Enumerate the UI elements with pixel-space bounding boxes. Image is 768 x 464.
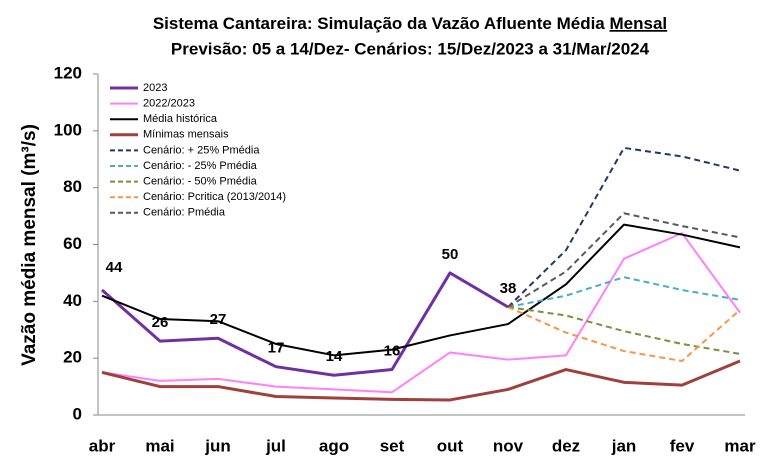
x-tick-label: jul <box>265 436 286 455</box>
series-line <box>101 359 741 402</box>
x-tick-label: set <box>380 436 405 455</box>
legend-label: Cenário: - 50% Pmédia <box>143 176 258 188</box>
legend-label: Mínimas mensais <box>143 129 229 141</box>
x-tick-label: mai <box>145 436 174 455</box>
x-tick-label: fev <box>670 436 695 455</box>
series-line <box>101 223 741 357</box>
title-emphasis: Mensal <box>610 14 668 33</box>
chart-title: Sistema Cantareira: Simulação da Vazão A… <box>153 14 667 33</box>
value-label: 50 <box>442 246 459 263</box>
value-label: 44 <box>106 259 123 276</box>
value-label: 27 <box>210 311 227 328</box>
y-tick-label: 40 <box>63 291 82 310</box>
y-tick-label: 20 <box>63 348 82 367</box>
series-line <box>101 232 741 394</box>
y-tick-label: 100 <box>54 120 82 139</box>
legend-label: Cenário: Pmédia <box>143 207 226 219</box>
x-tick-label: nov <box>493 436 524 455</box>
x-tick-label: abr <box>89 436 116 455</box>
series-line <box>507 306 741 355</box>
value-label: 14 <box>326 348 343 365</box>
title-main: Sistema Cantareira: Simulação da Vazão A… <box>153 14 605 33</box>
y-axis-label: Vazão média mensal (m³/s) <box>19 124 40 366</box>
y-tick-label: 0 <box>73 404 82 423</box>
legend-label: 2022/2023 <box>143 98 195 110</box>
legend-label: Cenário: - 25% Pmédia <box>143 160 258 172</box>
series-line <box>507 212 741 308</box>
x-tick-label: ago <box>319 436 349 455</box>
series-line <box>507 146 741 308</box>
chart-subtitle: Previsão: 05 a 14/Dez- Cenários: 15/Dez/… <box>171 39 650 58</box>
series-line <box>507 276 741 308</box>
value-label: 16 <box>384 343 401 360</box>
legend-label: Média histórica <box>143 113 218 125</box>
y-tick-label: 60 <box>63 234 82 253</box>
value-label: 38 <box>500 280 517 297</box>
x-tick-label: jan <box>611 436 637 455</box>
x-tick-label: dez <box>552 436 580 455</box>
x-tick-label: out <box>437 436 464 455</box>
x-tick-label: jun <box>204 436 231 455</box>
series-line <box>101 271 509 377</box>
y-tick-label: 120 <box>54 63 82 82</box>
y-tick-label: 80 <box>63 177 82 196</box>
x-tick-label: mar <box>724 436 756 455</box>
series-line <box>507 306 741 363</box>
legend-label: Cenário: Pcritica (2013/2014) <box>143 191 286 203</box>
legend-label: Cenário: + 25% Pmédia <box>143 144 260 156</box>
legend-label: 2023 <box>143 82 167 94</box>
